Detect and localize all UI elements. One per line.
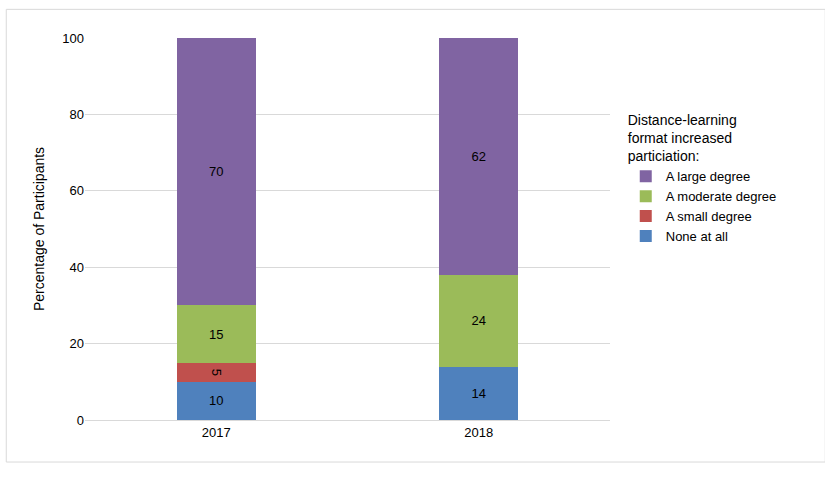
svg-text:A moderate degree: A moderate degree — [666, 189, 777, 204]
svg-text:40: 40 — [70, 260, 84, 275]
svg-text:A small degree: A small degree — [666, 209, 752, 224]
svg-text:80: 80 — [70, 107, 84, 122]
svg-text:A large degree: A large degree — [666, 169, 751, 184]
svg-text:0: 0 — [77, 413, 84, 428]
svg-text:100: 100 — [62, 31, 84, 46]
svg-text:2017: 2017 — [202, 425, 231, 440]
svg-text:14: 14 — [472, 386, 486, 401]
svg-text:20: 20 — [70, 336, 84, 351]
svg-text:70: 70 — [209, 164, 223, 179]
svg-text:5: 5 — [209, 369, 224, 376]
svg-text:15: 15 — [209, 327, 223, 342]
svg-text:24: 24 — [472, 313, 486, 328]
svg-text:10: 10 — [209, 393, 223, 408]
svg-text:None at all: None at all — [666, 229, 728, 244]
svg-text:62: 62 — [472, 149, 486, 164]
svg-text:Distance-learningformat increa: Distance-learningformat increasedpartici… — [628, 112, 737, 164]
svg-text:60: 60 — [70, 183, 84, 198]
svg-text:Percentage of Participants: Percentage of Participants — [31, 147, 47, 311]
svg-text:2018: 2018 — [464, 425, 493, 440]
